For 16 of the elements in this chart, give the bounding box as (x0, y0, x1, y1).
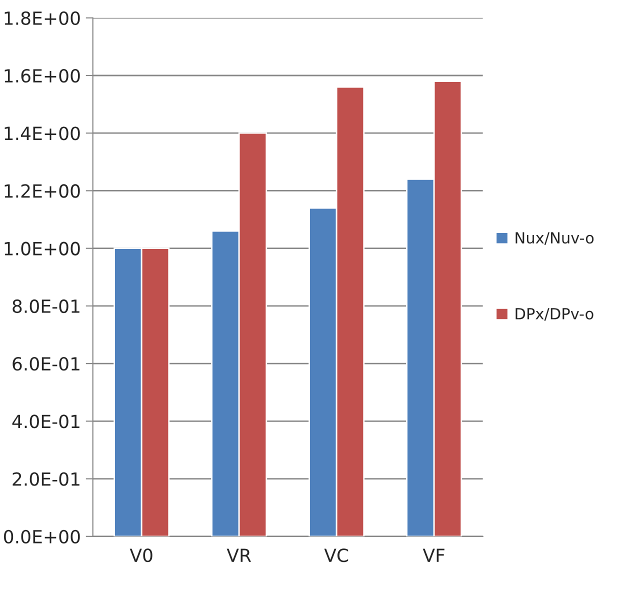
y-tick-label: 1.0E+00 (4, 242, 80, 256)
x-tick-label: VF (422, 548, 444, 562)
legend-label: DPx/DPv-o (516, 308, 594, 321)
y-tick-label: 1.4E+00 (4, 126, 80, 140)
x-tick-label: VC (324, 548, 348, 562)
x-tick-label: V0 (130, 548, 152, 562)
y-tick-label: 2.0E-01 (12, 472, 80, 486)
y-tick-label: 1.6E+00 (4, 68, 80, 83)
y-tick-label: 0.0E+00 (4, 530, 80, 544)
y-tick-label: 1.8E+00 (4, 11, 80, 25)
y-tick-label: 1.2E+00 (4, 184, 80, 198)
legend-label: Nux/Nuv-o (516, 232, 594, 245)
y-tick-label: 6.0E-01 (12, 357, 80, 371)
x-tick-label: VR (226, 548, 252, 562)
y-tick-label: 4.0E-01 (12, 414, 80, 428)
y-tick-label: 8.0E-01 (12, 299, 80, 314)
